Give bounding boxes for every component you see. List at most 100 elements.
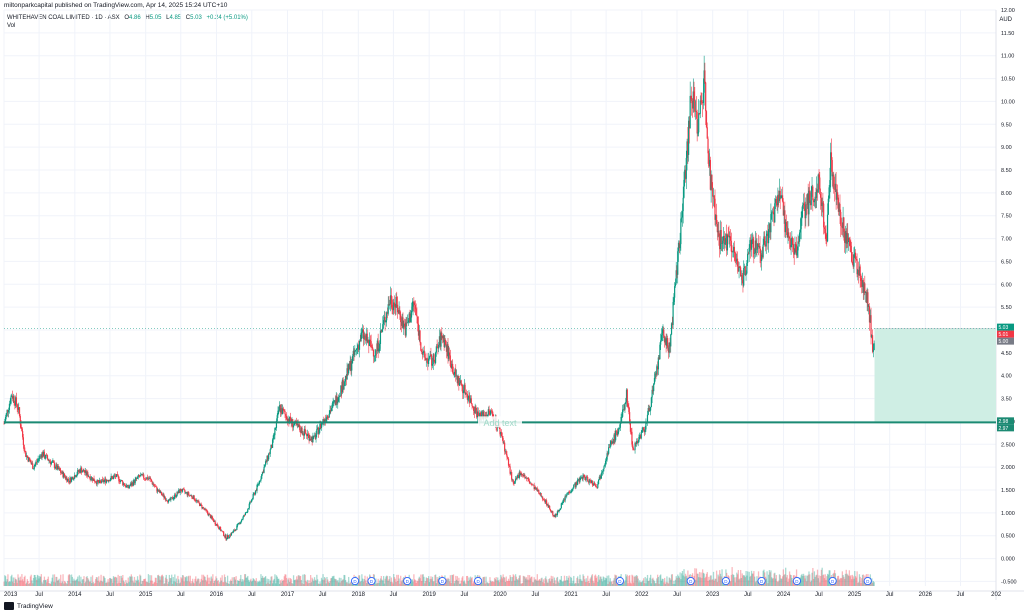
candle-body xyxy=(44,457,46,459)
candle-body xyxy=(473,407,475,411)
candle-body xyxy=(645,422,647,430)
volume-bar xyxy=(496,580,498,586)
volume-bar xyxy=(188,581,191,586)
volume-bar xyxy=(785,577,788,586)
dividend-marker-icon xyxy=(350,576,360,586)
volume-bar xyxy=(399,583,401,586)
volume-bar xyxy=(544,578,546,586)
candle-body xyxy=(843,217,845,232)
low-label: L xyxy=(166,15,170,21)
volume-bar xyxy=(254,580,256,586)
volume-bar xyxy=(644,576,646,586)
candle-body xyxy=(787,232,789,238)
candle-body xyxy=(236,525,238,530)
candle-body xyxy=(141,473,143,476)
volume-bar xyxy=(684,573,687,586)
candle-body xyxy=(27,457,29,462)
candle-body xyxy=(385,320,387,323)
candle-body xyxy=(258,480,260,484)
candle-body xyxy=(299,425,301,431)
candle-body xyxy=(194,499,196,501)
volume-bar xyxy=(235,576,237,586)
candle-body xyxy=(621,416,623,418)
candle-body xyxy=(75,476,77,478)
volume-bar xyxy=(130,574,132,586)
volume-bar xyxy=(70,574,73,586)
candle-body xyxy=(52,461,54,462)
candle-body xyxy=(254,490,257,495)
candle-body xyxy=(490,410,492,415)
candle-body xyxy=(262,471,264,473)
volume-bar xyxy=(488,583,490,586)
dividend-marker-icon xyxy=(757,576,766,586)
volume-bar xyxy=(512,574,514,586)
candle-body xyxy=(403,323,405,328)
candle-body xyxy=(376,340,378,351)
candle-body xyxy=(41,452,43,458)
volume-bar xyxy=(483,576,486,586)
candle-body xyxy=(568,492,570,493)
candle-body xyxy=(335,396,337,406)
candle-body xyxy=(689,95,691,129)
candle-body xyxy=(839,203,841,212)
volume-bar xyxy=(854,576,857,586)
volume-bar xyxy=(428,582,431,586)
volume-bar xyxy=(161,574,164,586)
candle-body xyxy=(330,410,332,411)
candle-body xyxy=(360,332,362,342)
currency-label: AUD xyxy=(999,17,1012,23)
volume-bar xyxy=(667,583,670,586)
volume-bar xyxy=(301,583,303,586)
candle-body xyxy=(84,472,86,473)
candle-body xyxy=(590,480,593,483)
candle-body xyxy=(264,461,267,465)
volume-bar xyxy=(654,583,656,586)
candle-body xyxy=(532,484,534,486)
candle-body xyxy=(48,460,50,462)
candle-body xyxy=(635,442,637,444)
volume-bar xyxy=(381,579,383,586)
candle-body xyxy=(382,324,384,330)
symbol-name: WHITEHAVEN COAL LIMITED · 1D · ASX xyxy=(7,15,120,21)
candle-body xyxy=(836,192,838,200)
candle-body xyxy=(338,395,340,398)
candle-body xyxy=(426,358,428,360)
volume-bar xyxy=(827,574,830,586)
candle-body xyxy=(153,485,156,487)
volume-bar xyxy=(533,577,535,586)
volume-bar xyxy=(739,578,741,586)
volume-bar xyxy=(240,574,242,586)
volume-bar xyxy=(154,577,157,586)
candle-body xyxy=(88,476,90,478)
candle-body xyxy=(870,315,872,338)
volume-bar xyxy=(289,578,292,586)
volume-bar xyxy=(662,578,664,586)
x-tick-label: Jul xyxy=(177,592,185,598)
volume-bar xyxy=(518,575,521,586)
volume-bar xyxy=(121,577,123,586)
volume-bar xyxy=(271,583,274,586)
candle-body xyxy=(415,308,417,316)
volume-bar xyxy=(580,579,582,586)
candle-body xyxy=(77,470,80,472)
candle-body xyxy=(224,534,226,537)
volume-bar xyxy=(281,579,283,586)
candle-body xyxy=(64,476,66,479)
candle-body xyxy=(469,398,472,403)
candle-body xyxy=(555,513,557,518)
candle-body xyxy=(630,431,632,433)
volume-bar xyxy=(559,579,561,586)
candle-body xyxy=(362,329,364,339)
candle-body xyxy=(191,495,193,498)
volume-bar xyxy=(389,576,391,586)
candle-body xyxy=(205,510,208,511)
volume-bar xyxy=(306,582,308,586)
candle-body xyxy=(8,409,10,413)
candle-body xyxy=(728,235,730,238)
candle-body xyxy=(113,475,115,477)
candle-body xyxy=(105,478,107,483)
volume-bar xyxy=(191,581,193,586)
candle-body xyxy=(649,407,652,411)
volume-bar xyxy=(566,576,568,586)
